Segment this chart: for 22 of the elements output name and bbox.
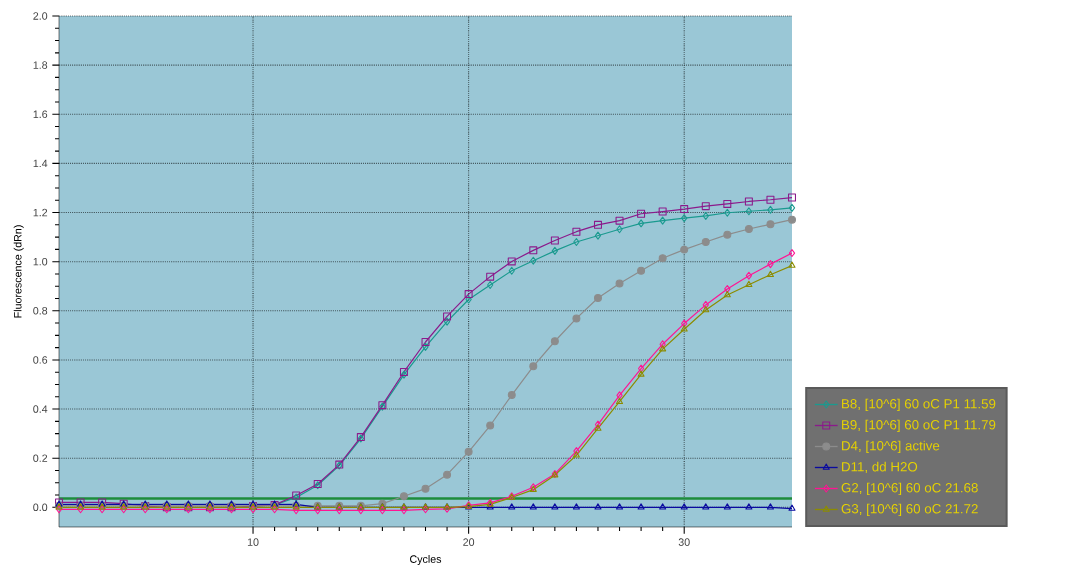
y-tick-label: 1.8 <box>33 61 48 69</box>
y-tick-label: 1.6 <box>33 110 48 119</box>
legend-label: D11, dd H2O <box>842 461 918 474</box>
y-tick-label: 0.8 <box>33 307 48 315</box>
y-tick-label: 0.6 <box>33 356 48 364</box>
x-tick-label: 10 <box>247 538 259 546</box>
x-tick-label: 20 <box>463 538 475 546</box>
x-tick-label: 30 <box>678 538 690 546</box>
x-axis-title: Cycles <box>410 555 442 566</box>
y-tick-label: 1.0 <box>33 257 48 266</box>
y-tick-label: 0.2 <box>33 454 48 462</box>
legend-label: D4, [10^6] active <box>842 440 940 454</box>
legend-label: B8, [10^6] 60 oC P1 11.59 <box>842 398 996 412</box>
y-tick-label: 0.0 <box>33 503 48 512</box>
legend-label: G3, [10^6] 60 oC 21.72 <box>841 503 978 517</box>
y-tick-label: 2.0 <box>33 12 48 20</box>
y-tick-label: 1.2 <box>33 208 48 217</box>
y-axis-title: Fluorescence (dRn) <box>13 225 24 318</box>
legend-label: G2, [10^6] 60 oC 21.68 <box>841 482 978 496</box>
y-tick-label: 1.4 <box>33 159 48 168</box>
y-tick-label: 0.4 <box>33 405 48 413</box>
legend-label: B9, [10^6] 60 oC P1 11.79 <box>842 419 996 433</box>
